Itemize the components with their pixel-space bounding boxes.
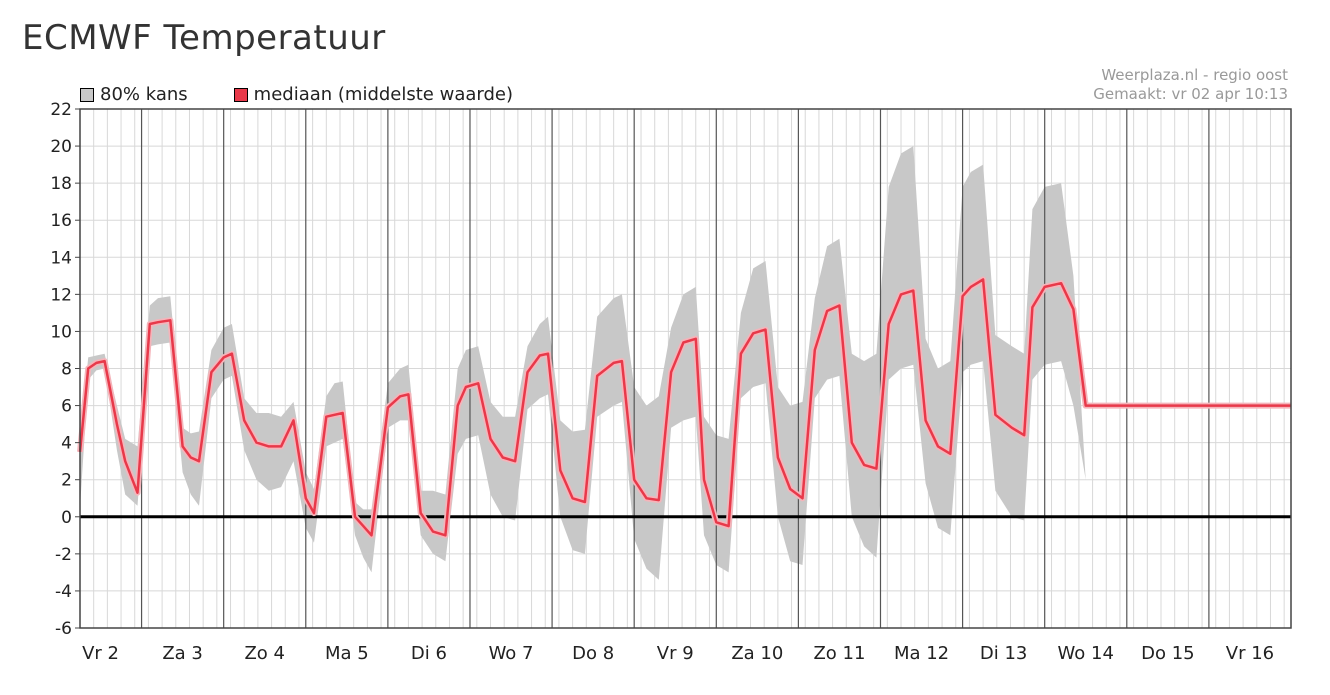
y-tick-label: 18 (50, 174, 72, 194)
y-tick-label: 6 (61, 397, 72, 417)
y-tick-label: 20 (50, 137, 72, 157)
x-tick-label: Vr 16 (1226, 643, 1274, 664)
legend-item-band: 80% kans (80, 84, 188, 105)
y-tick-label: -2 (55, 545, 72, 565)
y-tick-label: 14 (50, 248, 72, 268)
y-tick-label: -6 (55, 619, 72, 639)
x-tick-label: Ma 5 (325, 643, 369, 664)
x-tick-label: Di 13 (980, 643, 1028, 664)
x-tick-label: Di 6 (411, 643, 447, 664)
y-tick-label: 0 (61, 508, 72, 528)
y-tick-label: 16 (50, 211, 72, 231)
x-tick-label: Wo 7 (489, 643, 534, 664)
y-tick-label: 8 (61, 360, 72, 380)
median-line (78, 278, 1291, 537)
credit-source: Weerplaza.nl - regio oost (1101, 66, 1288, 84)
legend-label-band: 80% kans (100, 84, 188, 105)
legend-swatch-median (233, 87, 248, 102)
x-tick-label: Zo 11 (813, 643, 865, 664)
x-tick-label: Wo 14 (1058, 643, 1114, 664)
legend-swatch-band (80, 87, 94, 102)
chart-credit: Weerplaza.nl - regio oost Gemaakt: vr 02… (1093, 66, 1288, 104)
x-tick-label: Za 3 (162, 643, 203, 664)
legend-label-median: mediaan (middelste waarde) (253, 84, 513, 105)
chart-legend: 80% kans mediaan (middelste waarde) (80, 84, 559, 105)
credit-timestamp: Gemaakt: vr 02 apr 10:13 (1093, 85, 1288, 103)
y-tick-label: -4 (55, 582, 72, 602)
band-80-percent (80, 146, 1291, 580)
x-tick-label: Do 8 (572, 643, 614, 664)
y-tick-label: 10 (50, 322, 72, 342)
x-tick-label: Ma 12 (894, 643, 949, 664)
y-tick-label: 22 (50, 100, 72, 120)
x-tick-label: Zo 4 (244, 643, 285, 664)
x-tick-label: Do 15 (1141, 643, 1195, 664)
x-tick-label: Vr 9 (657, 643, 694, 664)
y-tick-label: 12 (50, 285, 72, 305)
y-tick-label: 2 (61, 471, 72, 491)
x-tick-label: Za 10 (731, 643, 783, 664)
x-tick-label: Vr 2 (82, 643, 119, 664)
y-tick-label: 4 (61, 434, 72, 454)
page-title: ECMWF Temperatuur (22, 18, 386, 58)
legend-item-median: mediaan (middelste waarde) (233, 84, 513, 105)
